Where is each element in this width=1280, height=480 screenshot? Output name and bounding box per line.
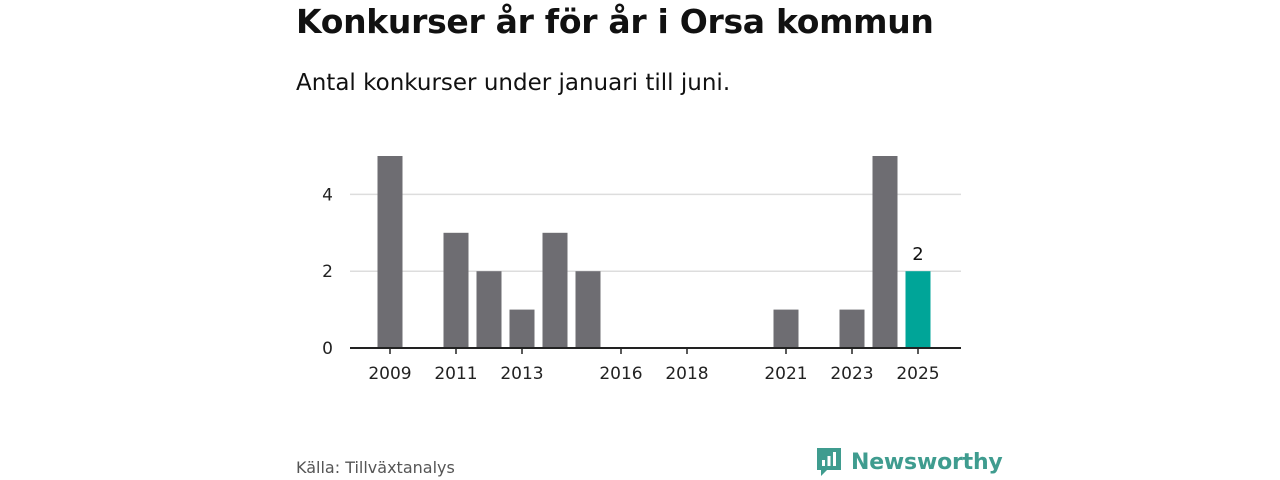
x-tick-label: 2009 — [368, 364, 411, 384]
bar-2014 — [542, 232, 568, 348]
bar-2024 — [872, 156, 898, 348]
bar-2015 — [575, 271, 601, 348]
bar-2021 — [773, 309, 799, 348]
x-tick-label: 2025 — [896, 364, 939, 384]
y-tick-label: 4 — [322, 185, 333, 205]
bar-2009 — [377, 156, 403, 348]
chart-subtitle: Antal konkurser under januari till juni. — [296, 70, 731, 96]
bar-2012 — [476, 271, 502, 348]
x-tick-label: 2021 — [764, 364, 807, 384]
bar-chart: 2009 2011 2013 2016 2018 2021 2023 2025 0 2 4 2 — [322, 156, 961, 384]
x-tick-label: 2011 — [434, 364, 477, 384]
bar-2011 — [443, 232, 469, 348]
y-axis-ticks: 0 2 4 — [322, 185, 333, 359]
y-tick-label: 2 — [322, 262, 333, 282]
bar-2023 — [839, 309, 865, 348]
x-axis: 2009 2011 2013 2016 2018 2021 2023 2025 — [350, 347, 961, 384]
newsworthy-logo-icon — [817, 448, 841, 476]
source-note: Källa: Tillväxtanalys — [296, 458, 455, 477]
bar-2025 — [905, 271, 931, 348]
y-tick-label: 0 — [322, 339, 333, 359]
data-label-2025: 2 — [912, 244, 923, 265]
data-labels: 2 — [912, 244, 923, 265]
x-tick-label: 2018 — [665, 364, 708, 384]
brand-logo: Newsworthy — [815, 446, 1003, 478]
x-tick-label: 2016 — [599, 364, 642, 384]
x-tick-label: 2013 — [500, 364, 543, 384]
bar-2013 — [509, 309, 535, 348]
gridlines — [350, 193, 961, 272]
chart-title: Konkurser år för år i Orsa kommun — [296, 2, 934, 41]
bars — [377, 156, 931, 348]
x-tick-label: 2023 — [830, 364, 873, 384]
brand-name: Newsworthy — [851, 449, 1003, 475]
